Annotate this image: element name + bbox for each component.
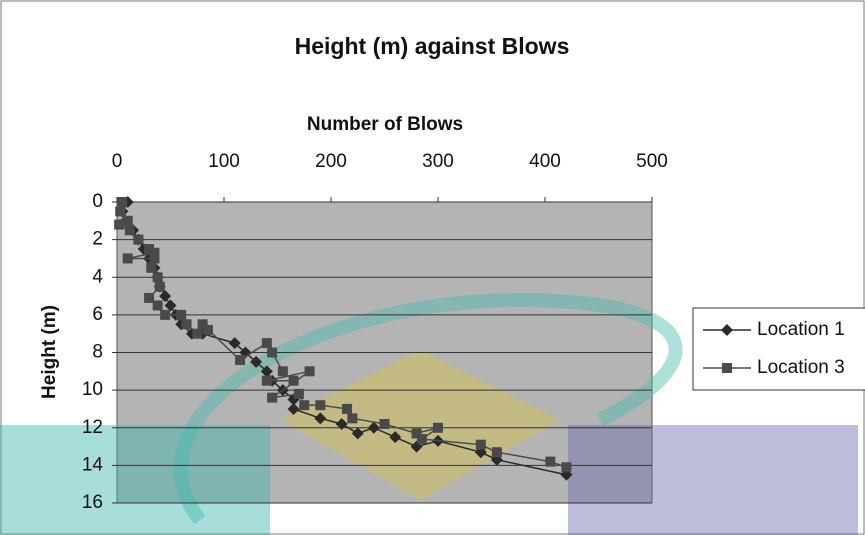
marker	[342, 404, 352, 414]
x-tick-label: 300	[422, 151, 454, 172]
marker	[149, 253, 159, 263]
marker	[146, 263, 156, 273]
marker	[155, 282, 165, 292]
marker	[347, 413, 357, 423]
y-tick-label: 4	[92, 266, 103, 287]
x-tick-label: 100	[208, 151, 240, 172]
marker	[267, 393, 277, 403]
marker	[182, 319, 192, 329]
y-tick-label: 16	[82, 492, 103, 513]
marker	[144, 293, 154, 303]
marker	[153, 300, 163, 310]
y-tick-label: 2	[92, 229, 103, 250]
marker	[380, 419, 390, 429]
x-tick-label: 500	[636, 151, 668, 172]
marker	[561, 462, 571, 472]
marker	[433, 423, 443, 433]
x-tick-label: 0	[112, 151, 123, 172]
marker	[305, 366, 315, 376]
marker	[153, 272, 163, 282]
legend-label: Location 3	[757, 357, 845, 378]
marker	[294, 389, 304, 399]
chart-title: Height (m) against Blows	[295, 33, 570, 59]
marker	[114, 220, 124, 230]
marker	[267, 348, 277, 358]
y-tick-label: 0	[92, 191, 103, 212]
y-tick-label: 6	[92, 304, 103, 325]
marker	[176, 310, 186, 320]
marker	[492, 447, 502, 457]
x-tick-label: 400	[529, 151, 561, 172]
y-tick-label: 12	[82, 417, 103, 438]
y-tick-label: 10	[82, 379, 103, 400]
marker	[299, 400, 309, 410]
marker	[476, 440, 486, 450]
marker	[235, 355, 245, 365]
marker	[123, 253, 133, 263]
marker	[262, 376, 272, 386]
marker	[417, 434, 427, 444]
x-axis-title: Number of Blows	[307, 114, 463, 135]
y-axis-title: Height (m)	[39, 305, 60, 399]
marker	[289, 376, 299, 386]
y-tick-label: 14	[82, 454, 104, 475]
marker	[315, 400, 325, 410]
marker	[117, 197, 127, 207]
marker	[125, 225, 135, 235]
marker	[192, 329, 202, 339]
watermark-right	[568, 425, 858, 535]
marker	[262, 338, 272, 348]
marker	[545, 457, 555, 467]
marker	[123, 216, 133, 226]
y-tick-label: 8	[92, 342, 103, 363]
marker	[198, 319, 208, 329]
marker	[115, 206, 125, 216]
legend-label: Location 1	[757, 319, 845, 340]
marker	[722, 363, 732, 373]
x-tick-label: 200	[315, 151, 347, 172]
marker	[133, 235, 143, 245]
marker	[160, 310, 170, 320]
chart: Height (m) against Blows Number of Blows…	[0, 0, 865, 535]
watermark-left	[0, 425, 270, 535]
marker	[278, 366, 288, 376]
